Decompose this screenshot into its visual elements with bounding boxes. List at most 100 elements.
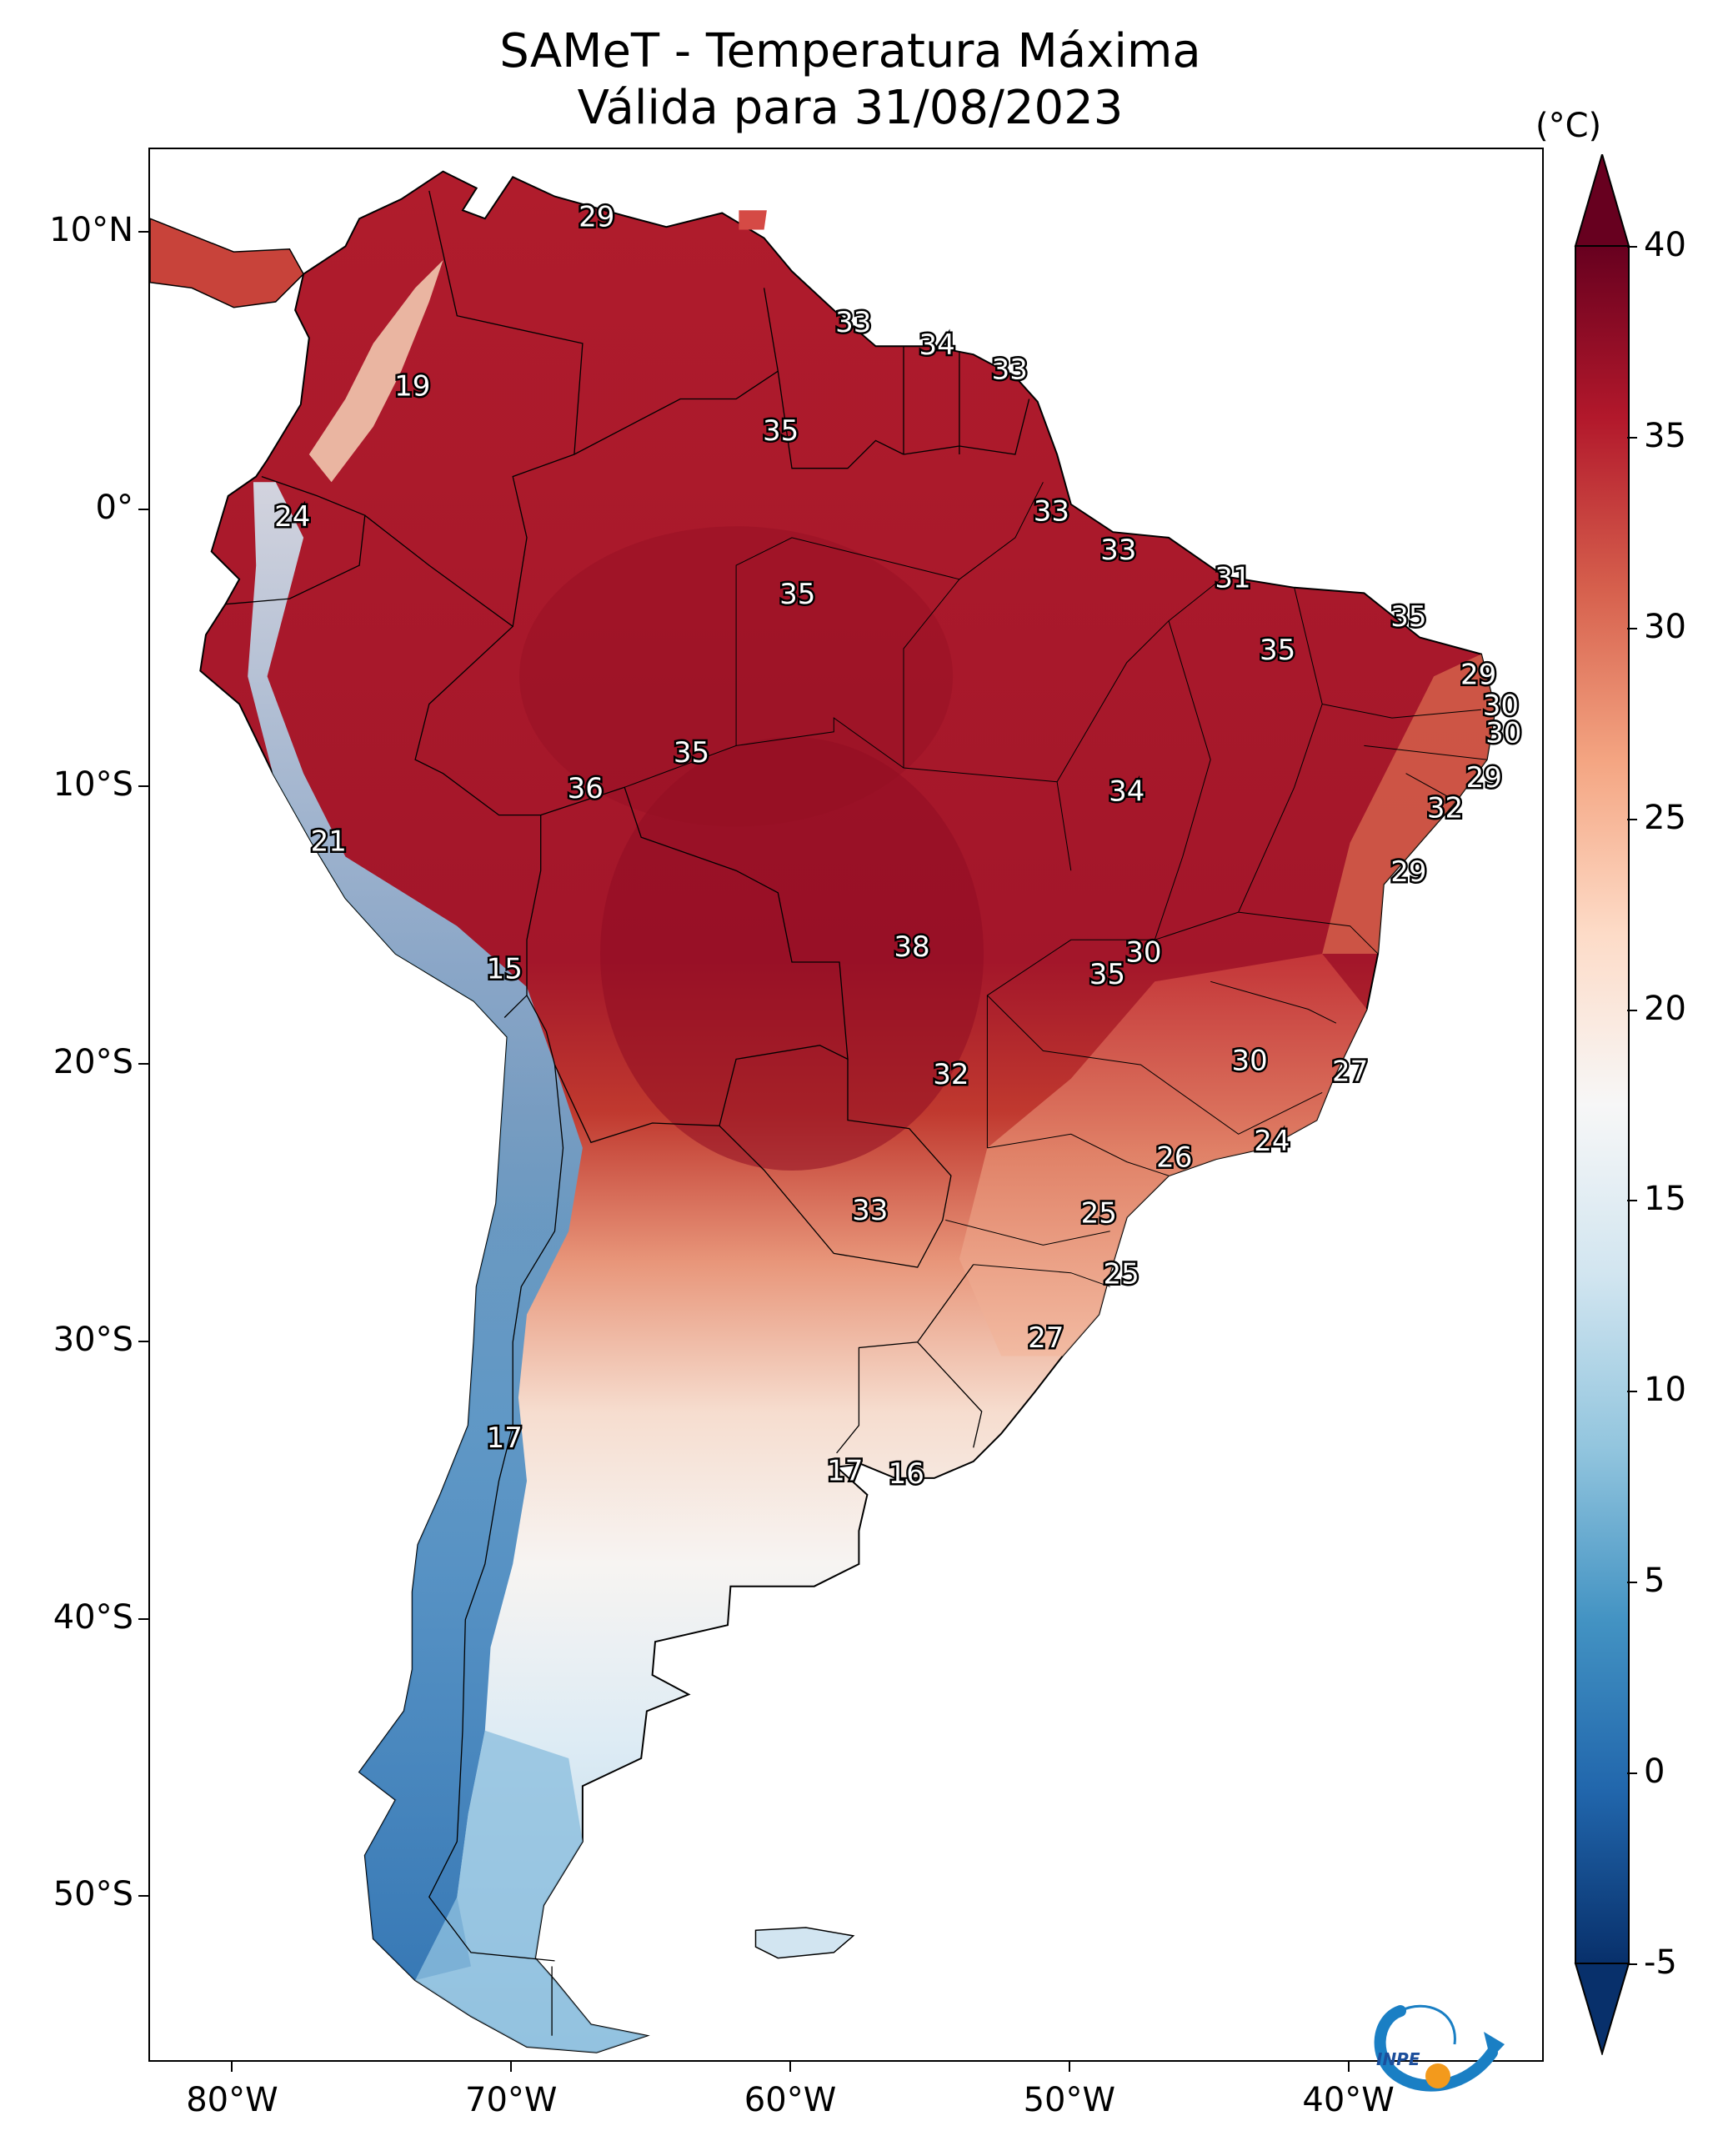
state-border [1210,980,1337,1024]
colorbar-unit: (°C) [1535,107,1602,145]
map-title: SAMeT - Temperatura Máxima [499,24,1201,78]
latitude-tick-label: 50°S [53,1875,133,1914]
country-border [836,1264,974,1454]
temperature-label: 35 [1390,600,1426,634]
latitude-tick-label: 20°S [53,1043,133,1082]
country-border [777,371,904,469]
southeast-brazil-field [959,954,1367,1356]
latitude-tick-mark [138,1617,148,1620]
colorbar-tick-label: 0 [1644,1752,1665,1792]
andes-cold-band [248,482,583,1981]
country-border [526,786,849,1144]
temperature-label: 33 [1100,534,1136,567]
colorbar-tick-label: 40 [1644,226,1686,264]
hot-core [600,736,984,1171]
latitude-tick-mark [138,785,148,788]
colorbar-tick-label: 25 [1644,798,1686,837]
temperature-field [150,170,1496,2053]
temperature-label: 29 [1460,659,1496,692]
temperature-label: 34 [919,328,954,362]
central-america [150,218,305,308]
falkland-islands [754,1927,855,1959]
colorbar-tick-mark [1627,1963,1637,1965]
inpe-logo-text: INPE [1376,2049,1420,2069]
colorbar-tick-label: 5 [1644,1562,1665,1601]
colorbar-tick-mark [1627,1200,1637,1202]
state-border [1056,576,1225,782]
longitude-tick-label: 40°W [1302,2081,1395,2119]
colorbar-tick-mark [1627,246,1637,248]
colorbar-tick-mark [1627,627,1637,629]
northeast-coast-field [1322,654,1495,954]
latitude-tick-label: 10°N [49,210,133,249]
country-border [917,1341,983,1448]
temperature-label: 35 [779,578,815,611]
temperature-label: 35 [674,736,709,770]
longitude-tick-mark [789,2062,792,2072]
temperature-label: 33 [1034,494,1069,528]
state-border [987,995,1323,1135]
country-border [573,288,779,455]
latitude-tick-label: 40°S [53,1597,133,1637]
latitude-tick-label: 30°S [53,1320,133,1359]
latitude-tick-mark [138,1340,148,1342]
temperature-label: 30 [1485,717,1521,750]
temperature-label: 24 [1254,1125,1290,1158]
colorbar-tick-label: 10 [1644,1371,1686,1410]
temperature-label: 25 [1081,1196,1117,1230]
colorbar-bar [1575,245,1630,1964]
longitude-tick-label: 70°W [465,2081,558,2119]
colorbar-tick-mark [1627,1009,1637,1011]
temperature-label: 24 [274,500,310,534]
colorbar-tick-label: 20 [1644,989,1686,1028]
temperature-label: 35 [763,414,799,448]
state-border [903,482,1044,768]
temperature-label: 29 [579,201,614,234]
temperature-label: 38 [894,930,929,964]
colombia-andes [308,260,443,483]
state-border [987,1133,1170,1176]
state-border [1322,704,1482,719]
colorbar-bottom-arrow [1574,1963,1630,2055]
colorbar-tick-label: 35 [1644,416,1686,455]
patagonia-field [415,1730,647,2053]
temperature-label: 34 [1109,775,1144,809]
temperature-label: 27 [1028,1321,1064,1355]
temperature-label: 16 [889,1457,924,1491]
longitude-tick-label: 80°W [186,2081,278,2119]
longitude-tick-mark [1347,2062,1350,2072]
temperature-label: 35 [1260,634,1295,667]
temperature-label: 25 [1103,1258,1139,1291]
country-border [428,1065,564,1962]
temperature-label: 26 [1156,1141,1192,1175]
latitude-tick-mark [138,1063,148,1065]
colorbar-tick-label: 30 [1644,607,1686,646]
latitude-tick-mark [138,1895,148,1898]
temperature-label: 33 [992,353,1028,387]
state-border [1238,911,1379,955]
latitude-tick-mark [138,508,148,510]
temperature-label: 19 [394,370,430,404]
longitude-tick-mark [510,2062,513,2072]
state-border [973,1264,1110,1287]
temperature-label: 27 [1332,1055,1368,1089]
temperature-label: 31 [1215,561,1250,594]
colorbar-tick-mark [1627,1582,1637,1584]
country-border [364,514,542,1018]
latitude-tick-label: 0° [95,488,133,527]
temperature-label: 21 [311,825,347,858]
temperature-label: 17 [487,1421,523,1455]
state-border [1364,745,1487,760]
colorbar-top-arrow [1574,154,1630,247]
colorbar [1574,154,1630,2055]
latitude-tick-mark [138,230,148,233]
country-border [719,1059,952,1268]
temperature-label: 29 [1466,761,1502,795]
temperature-label: 30 [1125,936,1161,970]
state-border [945,1219,1110,1246]
temperature-label: 33 [835,306,871,339]
state-border [735,537,960,746]
temperature-label: 32 [1427,792,1463,825]
temperature-label: 35 [1089,958,1125,991]
temperature-label: 29 [1390,855,1426,889]
